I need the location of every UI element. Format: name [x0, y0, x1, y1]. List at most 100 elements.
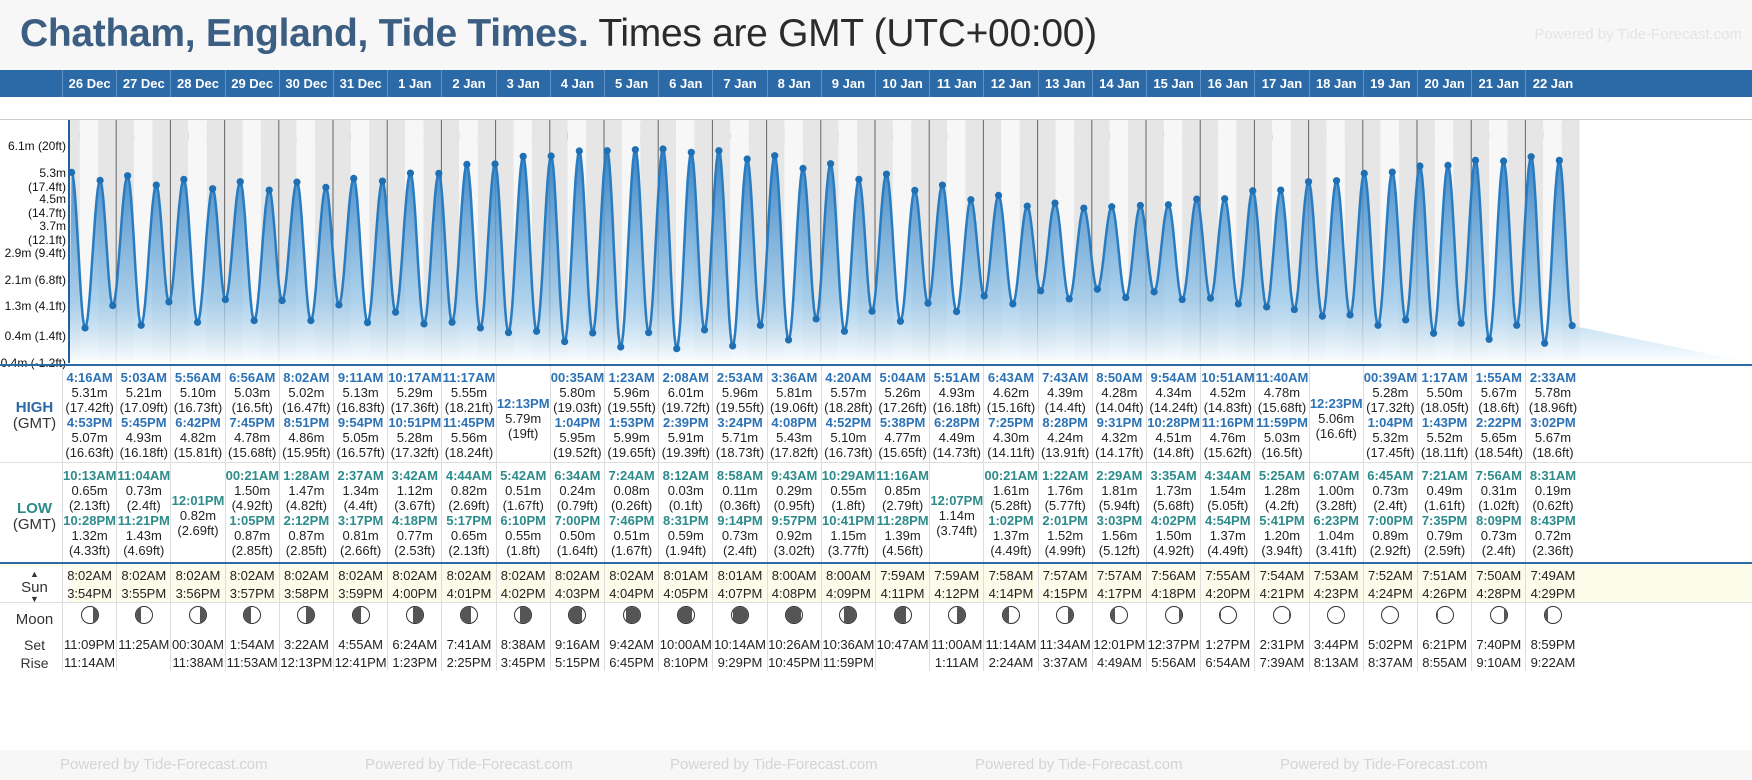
tide-entry: 3:24PM 5.71m (18.73ft)	[713, 415, 766, 460]
tide-time: 6:45AM	[1367, 468, 1414, 483]
moon-phase-icon	[1218, 606, 1237, 624]
sunset-time: 3:59PM	[338, 586, 383, 601]
tide-height-m: 4.51m	[1155, 430, 1192, 445]
tide-height-ft: (3.41ft)	[1315, 543, 1357, 558]
date-cell: 20 Jan	[1417, 70, 1471, 97]
tide-height-m: 5.52m	[1426, 430, 1463, 445]
tide-height-m: 5.65m	[1480, 430, 1517, 445]
tide-height-m: 4.28m	[1101, 385, 1138, 400]
date-cell: 8 Jan	[766, 70, 821, 97]
tide-entry: 2:29AM 1.81m (5.94ft)	[1093, 468, 1146, 513]
tide-entry: 4:44AM 0.82m (2.69ft)	[442, 468, 495, 513]
date-cell: 31 Dec	[333, 70, 387, 97]
moon-cell: 11:14AM 2:24AM	[983, 603, 1037, 671]
moonrise-time: 6:45PM	[609, 655, 654, 670]
tide-entry: 9:43AM 0.29m (0.95ft)	[768, 468, 821, 513]
tide-entry: 6:10PM 0.55m (1.8ft)	[497, 513, 550, 558]
tide-entry: 6:34AM 0.24m (0.79ft)	[551, 468, 604, 513]
tide-height-m: 5.28m	[1372, 385, 1409, 400]
moon-shadow	[1397, 607, 1399, 623]
tide-height-ft: (2.4ft)	[723, 543, 757, 558]
low-tide-point	[1485, 335, 1493, 343]
tide-height-ft: (14.17ft)	[1095, 445, 1144, 460]
tide-height-m: 1.15m	[830, 528, 867, 543]
tide-entry: 4:53PM 5.07m (16.63ft)	[63, 415, 116, 460]
high-tide-point	[743, 155, 751, 163]
tide-time: 1:23AM	[608, 370, 655, 385]
tide-height-m: 4.62m	[992, 385, 1030, 400]
tide-height-ft: (17.09ft)	[119, 400, 168, 415]
tide-entry: 8:31PM 0.59m (1.94ft)	[659, 513, 712, 558]
tide-height-m: 4.52m	[1209, 385, 1246, 400]
tide-time: 11:21PM	[117, 513, 170, 528]
low-tide-point	[448, 318, 456, 326]
high-tide-point	[1304, 178, 1313, 186]
tide-time: 11:45PM	[442, 415, 495, 430]
moon-shadow	[199, 607, 206, 623]
sun-cell: 7:55AM 4:20PM	[1200, 564, 1254, 604]
tide-height-m: 5.07m	[71, 430, 108, 445]
sunrise-time: 7:58AM	[988, 568, 1034, 583]
sunrise-time: 8:02AM	[175, 568, 221, 583]
page-title: Chatham, England, Tide Times. Times are …	[20, 12, 1097, 56]
sunset-time: 4:02PM	[500, 586, 546, 601]
tide-entry: 6:43AM 4.62m (15.16ft)	[984, 370, 1037, 415]
moonset-time: 1:27PM	[1205, 637, 1251, 652]
tide-height-ft: (1.67ft)	[611, 543, 653, 558]
tide-time: 1:04PM	[1367, 415, 1414, 430]
tide-entry: 10:51PM 5.28m (17.32ft)	[388, 415, 441, 460]
high-tide-point	[1332, 177, 1341, 185]
tide-entry: 1:53PM 5.99m (19.65ft)	[605, 415, 658, 460]
low-tide-point	[729, 342, 737, 350]
moonrise-time: 9:29PM	[717, 655, 763, 670]
tide-time: 10:28PM	[63, 513, 116, 528]
low-label: LOW (GMT)	[0, 501, 69, 533]
tide-entry: 4:16AM 5.31m (17.42ft)	[63, 370, 116, 415]
date-cell: 17 Jan	[1254, 70, 1308, 97]
high-tide-cell: 10:51AM 4.52m (14.83ft) 11:16PM 4.76m (15.62f…	[1200, 366, 1254, 464]
moon-cell: 11:34AM 3:37AM	[1037, 603, 1092, 671]
sun-cell: 7:52AM 4:24PM	[1362, 564, 1417, 604]
sunrise-time: 8:02AM	[446, 568, 492, 583]
high-tide-point	[603, 147, 611, 155]
high-tide-point	[1136, 201, 1144, 210]
tide-entry: 8:09PM 0.73m (2.4ft)	[1472, 513, 1525, 558]
date-cell: 16 Jan	[1200, 70, 1254, 97]
tide-entry: 3:36AM 5.81m (19.06ft)	[768, 370, 821, 415]
sun-cell: 7:50AM 4:28PM	[1471, 564, 1525, 604]
low-tide-point	[868, 307, 876, 315]
moonrise-time: 5:56AM	[1151, 655, 1196, 670]
date-cell: 26 Dec	[62, 70, 116, 97]
moon-phase-icon	[459, 606, 478, 624]
footer-watermark: Powered by Tide-Forecast.com	[365, 756, 573, 773]
tide-entry: 2:33AM 5.78m (18.96ft)	[1526, 370, 1579, 415]
tide-entry: 10:29AM 0.55m (1.8ft)	[822, 468, 875, 513]
tide-entry: 11:21PM 1.43m (4.69ft)	[117, 513, 170, 558]
tide-entry: 2:22PM 5.65m (18.54ft)	[1472, 415, 1525, 460]
sunrise-time: 8:01AM	[663, 568, 709, 583]
date-cell: 2 Jan	[441, 70, 495, 97]
tide-height-m: 5.26m	[884, 385, 921, 400]
sunset-time: 4:04PM	[609, 586, 654, 601]
footer-watermark: Powered by Tide-Forecast.com	[670, 756, 878, 773]
tide-height-m: 1.12m	[396, 483, 433, 498]
tide-entry: 1:04PM 5.32m (17.45ft)	[1364, 415, 1417, 460]
sunset-time: 3:55PM	[121, 586, 167, 601]
tide-time: 5:38PM	[879, 415, 926, 430]
moonrise-time: 11:59PM	[822, 655, 874, 670]
tide-time: 11:16AM	[876, 468, 929, 483]
sun-cell: 8:02AM 4:01PM	[441, 564, 495, 604]
tide-height-m: 0.82m	[450, 483, 488, 498]
date-cell: 29 Dec	[224, 70, 279, 97]
tide-height-ft: (4.56ft)	[882, 543, 924, 558]
tide-entry: 5:56AM 5.10m (16.73ft)	[171, 370, 224, 415]
high-tide-point	[350, 174, 358, 182]
tide-height-ft: (1.64ft)	[556, 543, 598, 558]
moon-shadow	[625, 607, 640, 623]
sunset-time: 4:07PM	[717, 586, 763, 601]
tide-time: 8:51PM	[283, 415, 330, 430]
tide-height-ft: (2.4ft)	[1373, 498, 1408, 513]
moon-shadow	[1219, 607, 1222, 623]
sunrise-time: 7:50AM	[1476, 568, 1522, 583]
tide-time: 6:56AM	[229, 370, 276, 385]
